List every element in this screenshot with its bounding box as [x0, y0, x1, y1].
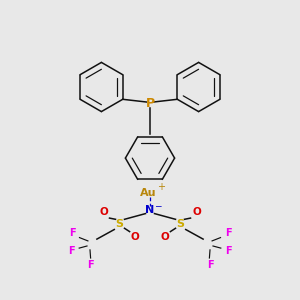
Text: F: F	[225, 228, 231, 239]
Text: F: F	[68, 246, 74, 256]
Text: Au: Au	[140, 188, 157, 198]
Text: −: −	[154, 201, 161, 210]
Text: F: F	[69, 228, 75, 239]
Text: O: O	[160, 232, 169, 242]
Text: P: P	[146, 97, 154, 110]
Text: F: F	[226, 246, 232, 256]
Text: S: S	[116, 219, 123, 230]
Text: F: F	[207, 260, 213, 270]
Text: O: O	[192, 207, 201, 217]
Text: F: F	[87, 260, 93, 270]
Text: +: +	[157, 182, 165, 192]
Text: O: O	[130, 232, 140, 242]
Text: S: S	[177, 219, 184, 230]
Text: N: N	[146, 205, 154, 215]
Text: O: O	[99, 207, 108, 217]
